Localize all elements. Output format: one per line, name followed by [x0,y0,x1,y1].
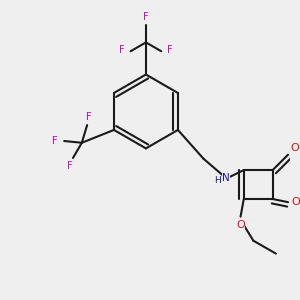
Text: F: F [86,112,92,122]
Text: O: O [292,197,300,207]
Text: N: N [222,173,230,183]
Text: O: O [291,142,299,153]
Text: H: H [214,176,220,184]
Text: F: F [143,12,149,22]
Text: F: F [67,161,73,171]
Text: F: F [119,45,124,55]
Text: O: O [236,220,245,230]
Text: F: F [52,136,57,146]
Text: F: F [167,45,173,55]
